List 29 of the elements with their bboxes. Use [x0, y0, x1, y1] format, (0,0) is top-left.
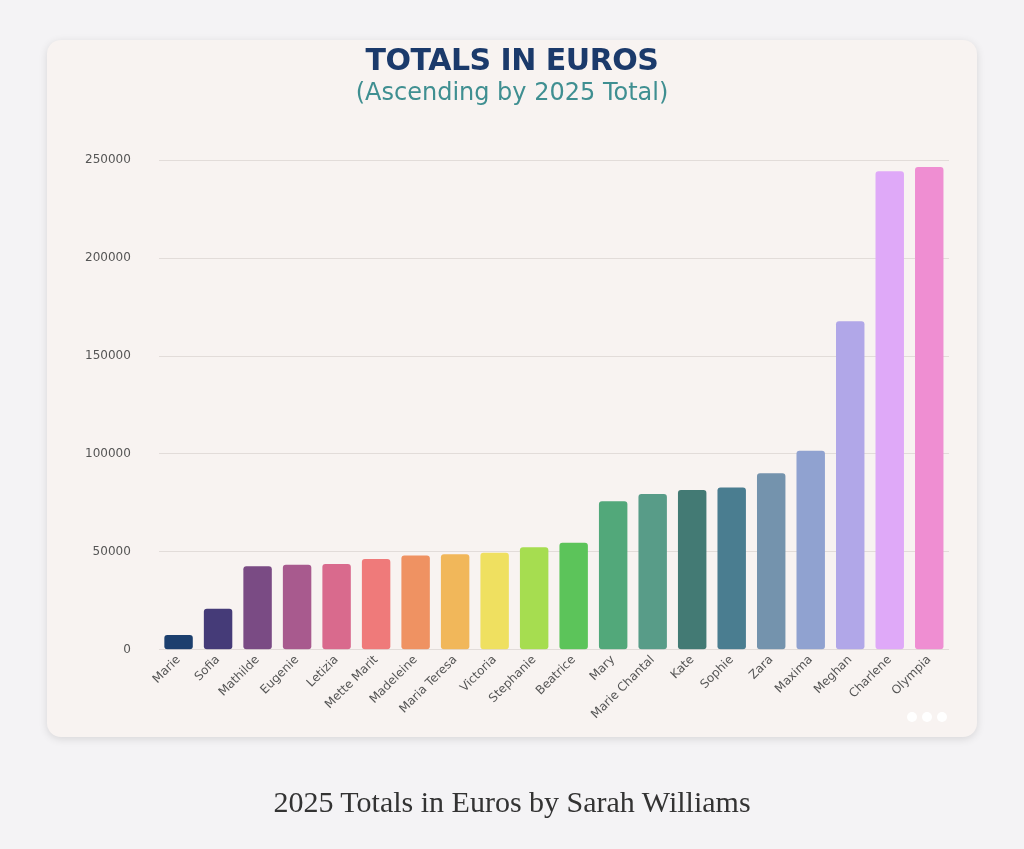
bar	[282, 564, 312, 650]
bar	[322, 564, 351, 650]
bar	[638, 493, 667, 650]
y-tick-label: 250000	[85, 152, 131, 167]
y-tick-label: 100000	[85, 446, 131, 461]
bar	[559, 542, 588, 650]
bar	[756, 473, 786, 650]
chart-title: TOTALS IN EUROS	[364, 42, 660, 77]
bar	[875, 171, 904, 650]
y-tick-label: 150000	[85, 348, 131, 363]
bar	[440, 554, 470, 650]
bar	[677, 489, 707, 650]
bar	[717, 487, 746, 650]
bar	[401, 555, 430, 650]
bar	[519, 547, 549, 650]
bar	[836, 321, 865, 650]
y-tick-label: 0	[123, 641, 131, 656]
chart-subtitle: (Ascending by 2025 Total)	[354, 78, 670, 106]
bar	[598, 501, 628, 650]
bar	[796, 450, 825, 650]
bar	[915, 167, 944, 650]
bar	[203, 608, 233, 650]
y-tick-label: 200000	[85, 250, 131, 265]
text: 2025 Totals in Euros by Sarah Williams	[272, 785, 752, 819]
bar	[164, 635, 193, 650]
bar	[361, 559, 391, 650]
y-tick-label: 50000	[92, 543, 131, 558]
bar	[243, 566, 272, 650]
bar	[480, 552, 509, 650]
